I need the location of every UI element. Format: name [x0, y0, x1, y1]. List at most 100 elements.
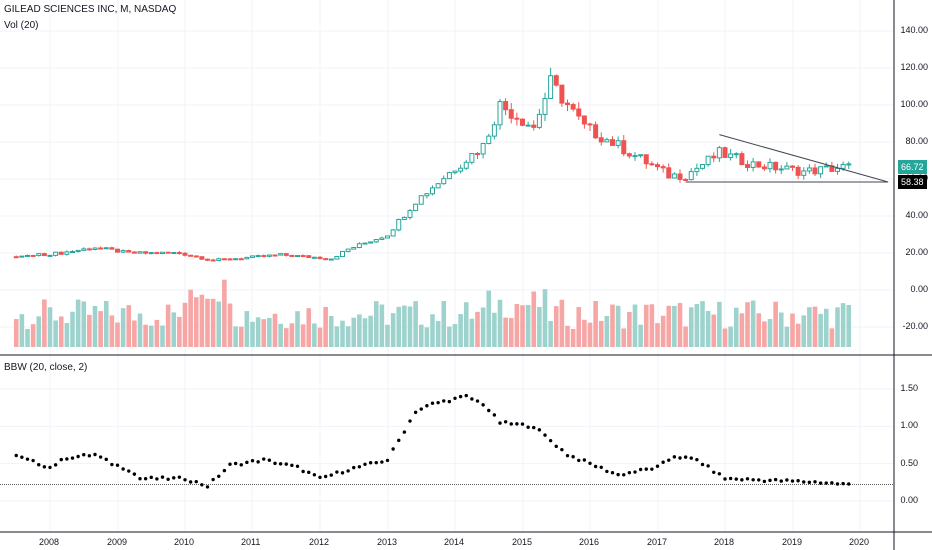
bbw-point	[768, 478, 772, 483]
candle-body	[525, 124, 531, 127]
volume-bar	[807, 307, 812, 347]
bbw-point	[661, 460, 665, 464]
bbw-point	[762, 479, 767, 484]
bbw-point	[346, 469, 350, 473]
candle-body	[126, 250, 132, 253]
volume-bar	[390, 313, 396, 347]
bbw-point	[290, 463, 294, 468]
volume-bar	[812, 306, 818, 347]
volume-bar	[295, 311, 300, 347]
candle-body	[761, 166, 767, 170]
bbw-point	[155, 477, 159, 481]
bbw-point	[667, 458, 671, 462]
volume-bar	[767, 319, 773, 347]
candle-body	[379, 237, 385, 241]
volume-bar	[694, 303, 700, 347]
volume-bar	[238, 326, 244, 347]
candle-body	[19, 255, 25, 258]
candle-body	[86, 248, 92, 251]
volume-bar	[756, 313, 762, 347]
candle-body	[626, 153, 632, 157]
volume-bar	[688, 307, 694, 347]
candle-body	[70, 251, 75, 254]
volume-bar	[407, 306, 413, 347]
bbw-point	[250, 459, 255, 463]
volume-bar	[373, 301, 379, 347]
volume-bar	[177, 316, 182, 347]
bbw-point	[357, 465, 362, 469]
candle-body	[261, 255, 267, 258]
candle-body	[328, 258, 334, 261]
volume-bar	[47, 307, 53, 347]
candle-body	[356, 243, 362, 249]
volume-bar	[615, 305, 621, 347]
candle-body	[733, 153, 739, 156]
volume-bar	[182, 302, 188, 347]
candle-body	[452, 170, 458, 174]
candle-body	[655, 164, 660, 168]
time-tick-label: 2011	[241, 537, 261, 547]
volume-bar	[565, 325, 570, 347]
volume-bar	[773, 301, 778, 347]
candle-body	[801, 170, 807, 176]
bbw-point	[301, 469, 305, 474]
bbw-point	[318, 475, 322, 480]
candle-body	[756, 161, 762, 168]
bbw-point	[543, 433, 547, 437]
bbw-point	[706, 464, 710, 468]
candle-body	[497, 101, 503, 126]
bbw-point	[436, 400, 440, 405]
candle-body	[424, 193, 430, 197]
bbw-point	[593, 464, 598, 469]
bbw-point	[790, 479, 795, 483]
volume-bar	[216, 301, 222, 347]
candle-body	[255, 255, 261, 258]
candle-body	[351, 247, 357, 250]
volume-bar	[846, 304, 852, 347]
candle-body	[587, 123, 593, 126]
bbw-point	[65, 457, 69, 461]
bbw-point	[723, 477, 727, 481]
bbw-point	[605, 469, 609, 474]
candle-body	[210, 259, 216, 262]
candle-body	[53, 251, 59, 256]
candle-body	[503, 101, 509, 111]
candle-body	[340, 250, 345, 258]
candle-body	[216, 258, 222, 262]
bbw-point	[160, 475, 165, 479]
candle-body	[615, 140, 621, 146]
candle-body	[441, 178, 447, 185]
bbw-point	[717, 472, 722, 476]
volume-bar	[638, 324, 643, 347]
time-tick-label: 2015	[512, 537, 533, 547]
candle-body	[683, 178, 689, 181]
bbw-point	[391, 447, 395, 451]
bbw-point	[537, 428, 542, 432]
candle-body	[458, 167, 464, 172]
candle-body	[131, 251, 137, 254]
volume-bar	[430, 314, 435, 347]
bbw-point	[728, 476, 733, 481]
volume-bar	[70, 311, 75, 347]
price-tick-label: 0.00	[910, 284, 928, 294]
bbw-point	[560, 447, 564, 452]
bbw-point	[25, 457, 30, 461]
volume-bar	[823, 308, 829, 347]
candle-body	[160, 251, 165, 255]
volume-bar	[13, 319, 19, 347]
bbw-point	[515, 422, 519, 426]
volume-bar	[666, 305, 672, 347]
bbw-point	[740, 478, 744, 482]
bbw-point	[329, 473, 333, 477]
candle-body	[317, 256, 323, 260]
candle-body	[278, 253, 284, 256]
bbw-point	[577, 458, 581, 463]
candle-body	[491, 124, 497, 137]
bbw-point	[177, 475, 182, 479]
bbw-point	[37, 463, 41, 467]
time-tick-label: 2018	[714, 537, 735, 547]
candle-body	[812, 167, 818, 175]
candle-body	[396, 218, 402, 231]
time-tick-label: 2020	[849, 537, 870, 547]
